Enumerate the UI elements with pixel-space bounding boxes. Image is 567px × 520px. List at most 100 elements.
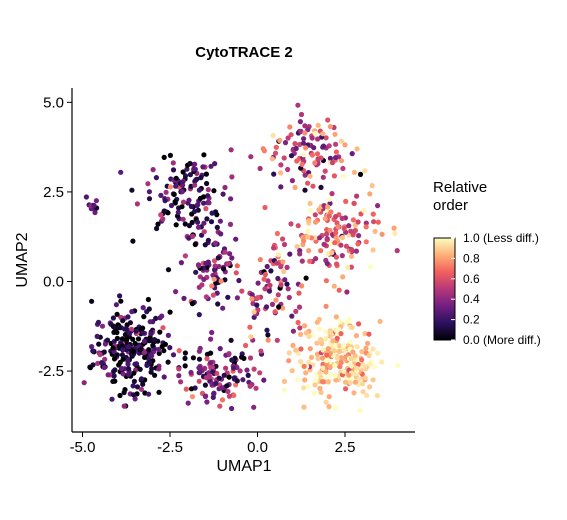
data-point (225, 261, 231, 267)
data-point (285, 166, 291, 173)
data-point (215, 255, 221, 261)
data-point (144, 362, 150, 368)
data-point (173, 289, 179, 295)
data-point (137, 366, 143, 372)
data-point (126, 366, 132, 372)
data-point (309, 152, 315, 158)
y-tick-label: 2.5 (43, 184, 64, 201)
data-point (313, 219, 319, 225)
data-point (297, 251, 303, 257)
x-tick-label: 0.0 (247, 439, 268, 456)
data-point (323, 369, 329, 375)
data-point (324, 236, 330, 243)
data-point (371, 219, 377, 225)
data-point (158, 212, 164, 218)
legend-tick-label: 0.2 (463, 313, 480, 327)
data-point (273, 297, 279, 303)
data-point (209, 329, 215, 336)
data-point (356, 233, 362, 239)
x-tick-label: -5.0 (70, 439, 96, 456)
data-point (251, 366, 257, 372)
data-point (210, 369, 216, 375)
legend: Relative order 1.0 (Less diff.) 0.8 0.6 0.4… (433, 179, 541, 347)
data-point (222, 184, 228, 191)
data-point (350, 217, 356, 223)
data-point (208, 219, 215, 225)
axes: -5.0 -2.5 0.0 2.5 -2.5 0.0 2.5 5.0 (38, 88, 415, 456)
data-point (363, 220, 369, 226)
data-point (320, 174, 326, 180)
data-point (363, 239, 369, 245)
data-point (90, 348, 96, 354)
data-point (375, 350, 381, 356)
data-point (305, 127, 311, 133)
data-point (203, 375, 209, 381)
data-point (323, 336, 329, 342)
data-point (155, 346, 162, 353)
data-point (234, 378, 240, 384)
legend-colorbar (433, 237, 456, 341)
data-point (257, 165, 263, 172)
data-point (248, 334, 254, 340)
data-point (332, 362, 338, 369)
data-point (281, 155, 287, 161)
data-point (127, 320, 133, 326)
data-point (173, 183, 179, 189)
data-point (239, 288, 245, 294)
data-point (322, 168, 328, 174)
data-point (209, 364, 215, 370)
data-point (140, 381, 146, 387)
data-point (286, 358, 292, 364)
data-point (222, 249, 228, 255)
data-point (299, 283, 305, 289)
data-point (323, 135, 329, 141)
data-point (302, 172, 308, 178)
data-point (126, 344, 132, 350)
data-point (130, 238, 136, 244)
data-point (305, 180, 311, 186)
data-point (364, 392, 370, 398)
data-point (167, 152, 173, 158)
data-point (190, 355, 196, 361)
data-point (161, 154, 167, 160)
data-point (196, 348, 202, 354)
data-point (326, 213, 332, 219)
data-point (327, 124, 333, 130)
data-point (336, 348, 342, 354)
data-point (189, 211, 195, 217)
data-point (375, 219, 381, 225)
data-point (342, 142, 348, 148)
data-point (89, 298, 95, 304)
data-point (327, 364, 333, 370)
data-point (329, 160, 336, 166)
data-point (285, 135, 291, 141)
data-point (312, 212, 318, 218)
data-point (110, 345, 116, 351)
data-point (186, 197, 192, 203)
data-point (288, 153, 295, 159)
data-point (278, 282, 284, 288)
data-point (212, 240, 218, 246)
data-point (211, 390, 217, 396)
data-point (94, 333, 100, 339)
data-point (204, 399, 210, 405)
data-point (180, 199, 187, 205)
data-point (350, 349, 356, 355)
data-point (215, 301, 221, 307)
data-point (227, 221, 234, 227)
data-point (118, 169, 124, 175)
data-point (307, 173, 313, 179)
data-point (258, 348, 264, 354)
data-point (367, 264, 374, 270)
data-point (140, 330, 146, 336)
data-point (218, 231, 224, 237)
data-point (352, 353, 358, 359)
data-point (379, 231, 385, 237)
data-point (267, 282, 273, 288)
data-point (122, 332, 128, 338)
data-point (199, 232, 205, 238)
data-point (134, 384, 141, 390)
data-point (162, 341, 168, 347)
data-point (264, 263, 270, 270)
data-point (216, 375, 222, 381)
